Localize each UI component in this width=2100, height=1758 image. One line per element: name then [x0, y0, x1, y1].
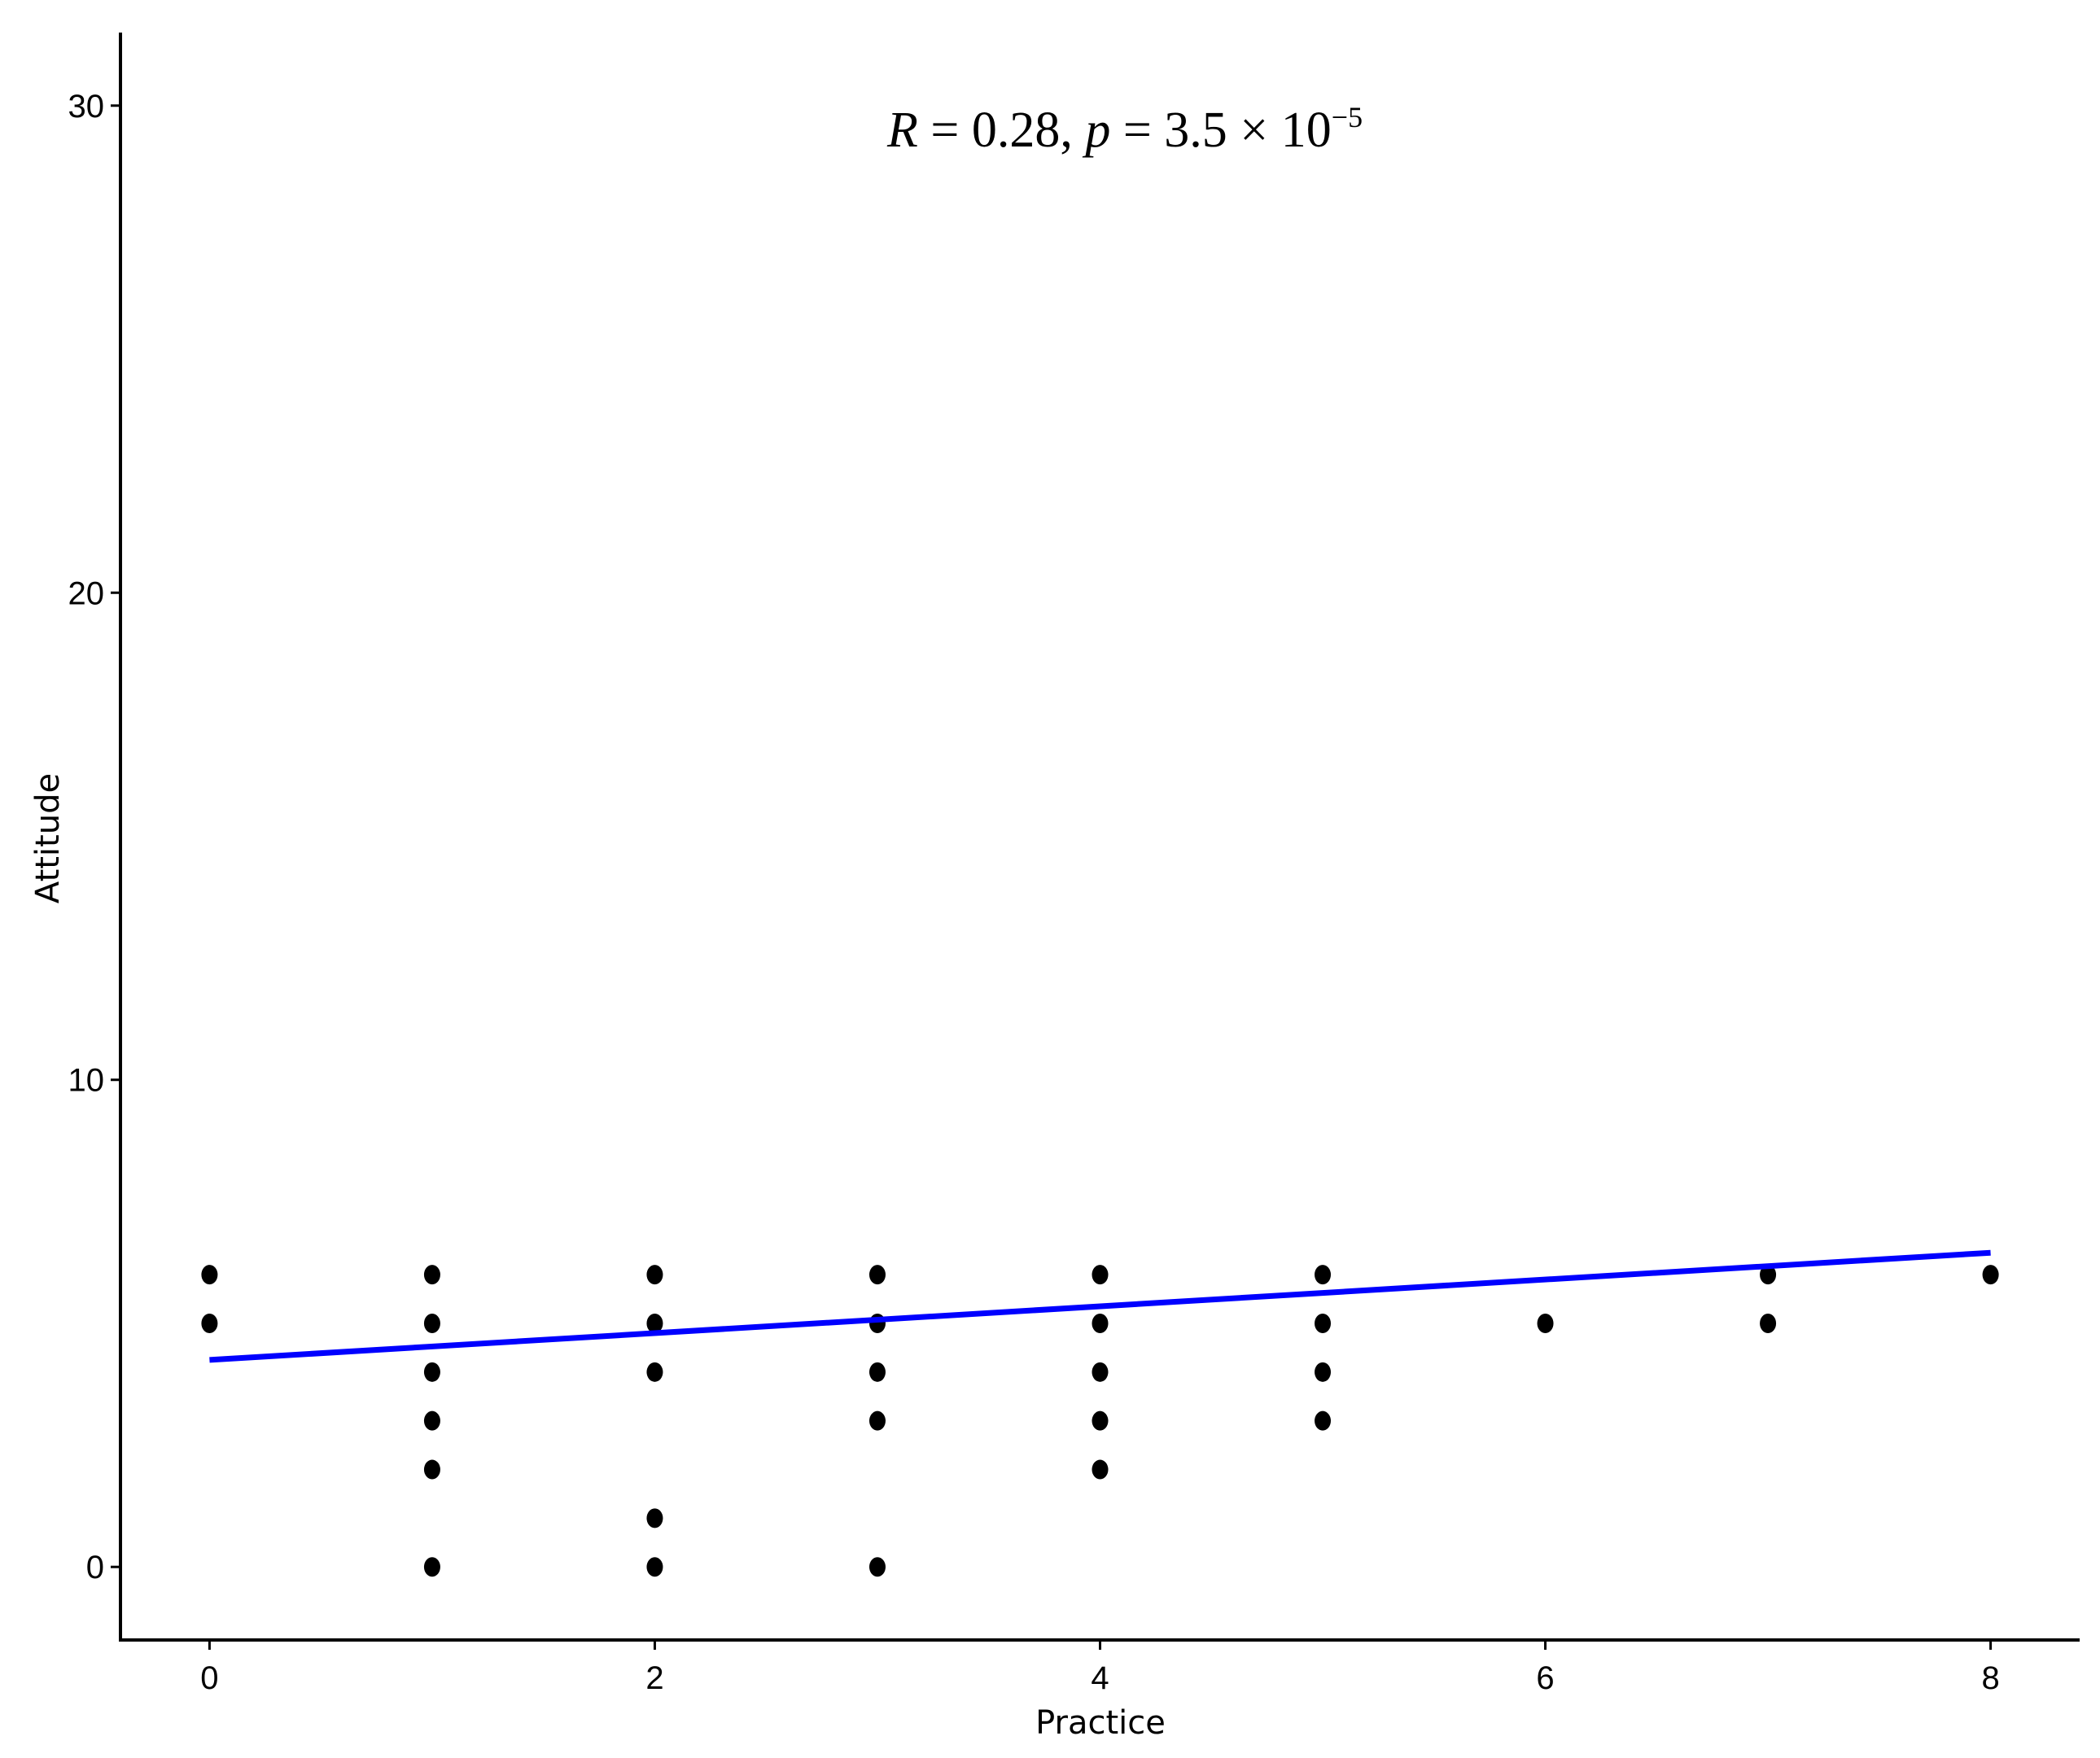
- y-tick-label-2: 20: [68, 575, 105, 611]
- data-point-18: [1092, 1265, 1109, 1285]
- data-point-15: [868, 1362, 886, 1382]
- data-point-8: [646, 1265, 663, 1285]
- y-axis-title: Attitude: [29, 773, 67, 903]
- data-point-3: [423, 1313, 440, 1333]
- data-point-28: [1760, 1265, 1777, 1285]
- data-point-27: [1537, 1313, 1554, 1333]
- data-point-29: [1760, 1313, 1777, 1333]
- annotation: R = 0.28, p = 3.5 × 10−5: [886, 101, 1363, 158]
- data-point-5: [423, 1410, 440, 1431]
- data-point-1: [201, 1313, 218, 1333]
- y-tick-label-1: 10: [68, 1063, 105, 1099]
- annotation-p-value: = 3.5 × 10: [1110, 103, 1331, 158]
- x-axis-title: Practice: [1035, 1704, 1166, 1742]
- fit-layer: [209, 1249, 1991, 1363]
- data-point-6: [423, 1459, 440, 1480]
- data-point-30: [1982, 1265, 1999, 1285]
- data-point-4: [423, 1362, 440, 1382]
- x-tick-label-4: 8: [1981, 1660, 1999, 1696]
- axes-layer: 0 2 4 6 8 0 10 20 30: [68, 33, 2080, 1696]
- data-point-2: [423, 1265, 440, 1285]
- points-layer: [201, 1265, 1999, 1577]
- data-point-26: [1315, 1410, 1332, 1431]
- y-tick-label-0: 0: [86, 1550, 104, 1585]
- data-point-7: [423, 1557, 440, 1577]
- data-point-13: [868, 1265, 886, 1285]
- data-point-11: [646, 1508, 663, 1528]
- annotation-r-value: = 0.28,: [918, 103, 1085, 158]
- data-point-21: [1092, 1410, 1109, 1431]
- x-tick-label-3: 6: [1536, 1660, 1554, 1696]
- data-point-25: [1315, 1362, 1332, 1382]
- x-tick-label-2: 4: [1091, 1660, 1109, 1696]
- annotation-p-symbol: p: [1082, 103, 1110, 158]
- data-point-16: [868, 1410, 886, 1431]
- x-tick-label-0: 0: [200, 1660, 218, 1696]
- data-point-22: [1092, 1459, 1109, 1480]
- annotation-r-symbol: R: [886, 103, 918, 158]
- data-point-17: [868, 1557, 886, 1577]
- data-point-12: [646, 1557, 663, 1577]
- data-point-24: [1315, 1313, 1332, 1333]
- annotation-p-exponent: −5: [1332, 101, 1363, 133]
- regression-line: [209, 1249, 1991, 1363]
- data-point-23: [1315, 1265, 1332, 1285]
- data-point-20: [1092, 1362, 1109, 1382]
- data-point-19: [1092, 1313, 1109, 1333]
- data-point-9: [646, 1313, 663, 1333]
- data-point-10: [646, 1362, 663, 1382]
- data-point-0: [201, 1265, 218, 1285]
- x-tick-label-1: 2: [645, 1660, 663, 1696]
- y-tick-label-3: 30: [68, 89, 105, 125]
